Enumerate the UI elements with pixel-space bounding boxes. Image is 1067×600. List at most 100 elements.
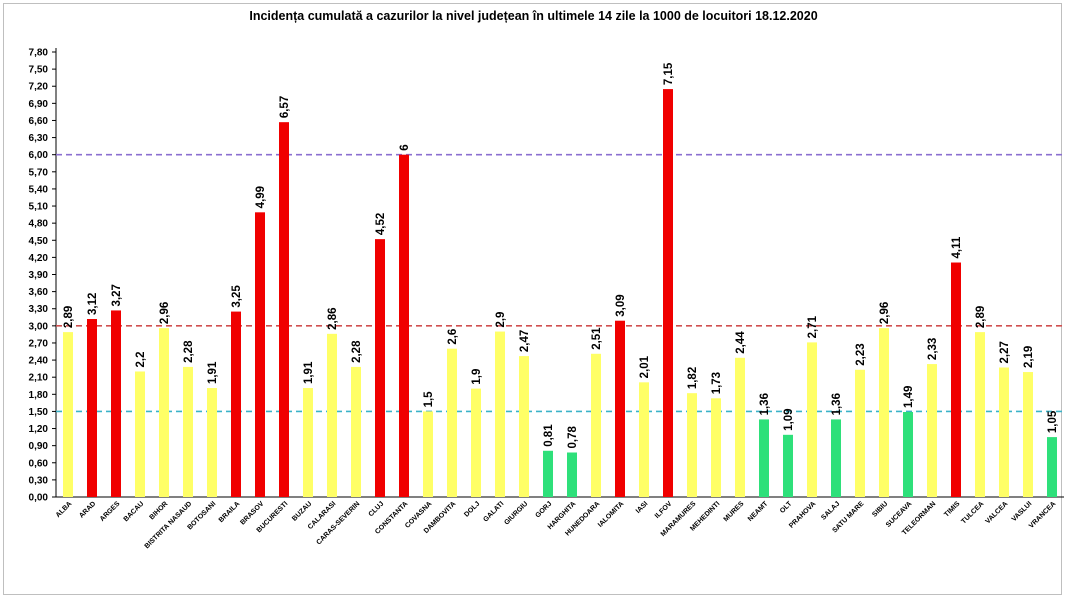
bar-dambovita <box>447 348 457 497</box>
bar-satu-mare <box>855 369 865 497</box>
bar-bacau <box>135 371 145 497</box>
y-tick-label: 4,50 <box>29 236 49 247</box>
x-tick-label: NEAMT <box>747 500 770 523</box>
value-label: 1,05 <box>1047 410 1059 433</box>
y-tick-label: 0,90 <box>29 441 49 452</box>
x-tick-label: BIHOR <box>149 500 170 521</box>
x-tick-label: ARGES <box>99 500 122 523</box>
bar-prahova <box>807 342 817 497</box>
x-tick-label: BUZAU <box>291 500 313 522</box>
y-tick-label: 2,10 <box>29 373 49 384</box>
x-tick-label: VASLUI <box>1011 500 1034 523</box>
bar-giurgiu <box>519 356 529 497</box>
bar-arges <box>111 310 121 497</box>
x-tick-label: ARAD <box>78 500 97 519</box>
y-tick-label: 6,90 <box>29 99 49 110</box>
y-tick-label: 0,30 <box>29 475 49 486</box>
x-tick-label: TIMIS <box>943 500 961 518</box>
chart-title: Incidența cumulată a cazurilor la nivel … <box>249 9 818 23</box>
bar-vaslui <box>1023 372 1033 497</box>
y-tick-label: 1,80 <box>29 390 49 401</box>
value-label: 2,51 <box>591 327 603 350</box>
value-label: 1,82 <box>687 367 699 389</box>
value-label: 0,81 <box>543 424 555 447</box>
value-label: 2,96 <box>879 302 891 324</box>
bar-braila <box>231 311 241 497</box>
bar-bistrita-nasaud <box>183 366 193 497</box>
value-label: 2,27 <box>999 341 1011 363</box>
value-label: 3,09 <box>615 294 627 316</box>
bar-brasov <box>255 212 265 498</box>
bar-bucuresti <box>279 122 289 497</box>
value-label: 1,9 <box>471 369 483 385</box>
x-tick-label: GALATI <box>482 500 505 523</box>
bar-arad <box>87 319 97 497</box>
x-tick-label: IALOMITA <box>597 500 626 529</box>
value-label: 2,28 <box>351 340 363 363</box>
value-label: 7,15 <box>663 62 675 85</box>
x-tick-label: MURES <box>723 500 746 523</box>
bar-neamt <box>759 419 769 497</box>
x-tick-label: SIBIU <box>871 500 889 518</box>
value-label: 3,25 <box>231 285 243 308</box>
value-label: 2,47 <box>519 330 531 352</box>
y-tick-label: 7,50 <box>29 65 49 76</box>
y-tick-label: 4,20 <box>29 253 49 264</box>
bar-alba <box>63 332 73 497</box>
value-label: 6,57 <box>279 96 291 118</box>
bar-teleorman <box>927 364 937 497</box>
x-tick-label: ALBA <box>55 500 74 519</box>
bar-salaj <box>831 419 841 497</box>
value-label: 2,33 <box>927 338 939 360</box>
bar-botosani <box>207 388 217 497</box>
bar-maramures <box>687 393 697 497</box>
y-tick-label: 6,00 <box>29 150 49 161</box>
y-tick-label: 5,10 <box>29 202 49 213</box>
value-label: 2,01 <box>639 355 651 378</box>
bar-dolj <box>471 388 481 497</box>
value-label: 2,89 <box>63 306 75 328</box>
x-tick-label: OLT <box>779 500 794 515</box>
value-label: 1,49 <box>903 386 915 408</box>
x-tick-label: GIURGIU <box>503 500 529 526</box>
y-tick-label: 5,40 <box>29 184 49 195</box>
y-tick-label: 4,80 <box>29 219 49 230</box>
chart-frame <box>3 3 1062 595</box>
y-tick-label: 3,60 <box>29 287 49 298</box>
value-label: 1,09 <box>783 408 795 430</box>
bar-ilfov <box>663 89 673 497</box>
x-tick-label: CLUJ <box>368 500 386 518</box>
bar-mures <box>735 357 745 497</box>
x-tick-label: ILFOV <box>654 500 674 520</box>
value-label: 1,91 <box>303 361 315 384</box>
bar-galati <box>495 331 505 497</box>
value-label: 1,73 <box>711 372 723 394</box>
bar-mehedinti <box>711 398 721 497</box>
x-tick-label: BRAILA <box>218 500 242 524</box>
y-tick-label: 2,40 <box>29 356 49 367</box>
bar-caras-severin <box>351 366 361 497</box>
bar-ialomita <box>615 320 625 497</box>
bar-constanta <box>399 154 409 497</box>
bar-tulcea <box>975 332 985 497</box>
x-tick-label: SALAJ <box>820 500 841 521</box>
y-tick-label: 3,00 <box>29 321 49 332</box>
value-label: 4,11 <box>951 236 963 258</box>
value-label: 2,89 <box>975 306 987 328</box>
value-label: 2,2 <box>135 351 147 367</box>
value-label: 2,19 <box>1023 346 1035 368</box>
y-tick-label: 3,90 <box>29 270 49 281</box>
y-tick-label: 6,60 <box>29 116 49 127</box>
value-label: 1,36 <box>759 393 771 415</box>
bar-buzau <box>303 388 313 497</box>
y-tick-label: 7,20 <box>29 82 49 93</box>
bar-hunedoara <box>591 353 601 497</box>
y-tick-label: 5,70 <box>29 167 49 178</box>
y-tick-label: 1,20 <box>29 424 49 435</box>
y-tick-label: 0,60 <box>29 458 49 469</box>
value-label: 2,96 <box>159 302 171 324</box>
bar-suceava <box>903 411 913 497</box>
value-label: 2,9 <box>495 312 507 328</box>
value-label: 3,12 <box>87 293 99 315</box>
